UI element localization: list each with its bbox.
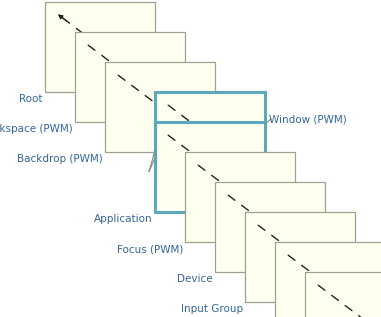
Bar xyxy=(245,212,355,302)
Text: Workspace (PWM): Workspace (PWM) xyxy=(0,124,73,134)
Bar xyxy=(155,92,265,182)
Bar xyxy=(305,272,381,317)
Text: Focus (PWM): Focus (PWM) xyxy=(117,244,183,254)
Text: Input Group: Input Group xyxy=(181,304,243,314)
Bar xyxy=(105,62,215,152)
Bar xyxy=(215,182,325,272)
Bar xyxy=(45,2,155,92)
Text: Window (PWM): Window (PWM) xyxy=(269,114,347,124)
Bar xyxy=(155,122,265,212)
Bar xyxy=(75,32,185,122)
Bar xyxy=(275,242,381,317)
Bar xyxy=(185,152,295,242)
Text: Backdrop (PWM): Backdrop (PWM) xyxy=(17,154,103,164)
Text: Device: Device xyxy=(178,274,213,284)
Text: Application: Application xyxy=(94,214,153,224)
Text: Root: Root xyxy=(19,94,43,104)
